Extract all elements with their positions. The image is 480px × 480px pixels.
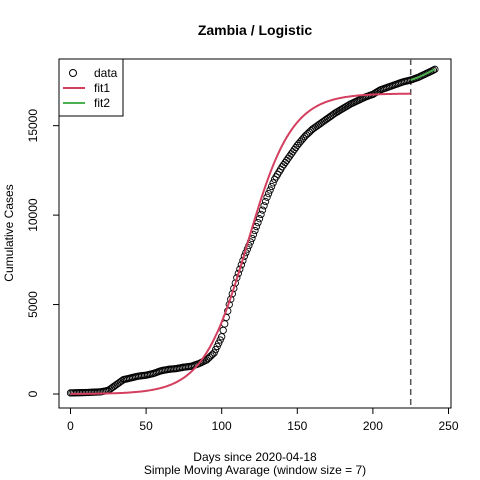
data-point bbox=[245, 241, 253, 250]
data-point bbox=[258, 206, 267, 214]
x-tick-label: 50 bbox=[139, 419, 153, 433]
x-tick-label: 200 bbox=[363, 419, 383, 433]
x-axis-label: Days since 2020-04-18 bbox=[193, 450, 317, 464]
data-point bbox=[289, 148, 297, 156]
y-axis: 0 5000 10000 15000 bbox=[26, 109, 60, 397]
data-point bbox=[267, 182, 276, 191]
y-tick-label: 5000 bbox=[26, 291, 40, 318]
data-point bbox=[281, 158, 289, 167]
data-point bbox=[283, 156, 291, 165]
x-tick-label: 150 bbox=[287, 419, 307, 433]
y-tick-label: 10000 bbox=[26, 198, 40, 232]
data-point bbox=[266, 186, 274, 194]
legend: data fit1 fit2 bbox=[58, 58, 124, 117]
data-point bbox=[260, 202, 268, 210]
data-point bbox=[252, 222, 261, 231]
data-point bbox=[286, 152, 294, 160]
data-point bbox=[255, 215, 264, 223]
x-tick-label: 100 bbox=[212, 419, 232, 433]
legend-fit2-label: fit2 bbox=[94, 96, 110, 110]
data-point bbox=[263, 193, 271, 201]
legend-fit1-label: fit1 bbox=[94, 81, 110, 95]
x-tick-label: 250 bbox=[438, 419, 458, 433]
chart-title: Zambia / Logistic bbox=[198, 22, 313, 38]
data-point bbox=[284, 154, 292, 162]
data-point bbox=[431, 65, 439, 73]
data-point bbox=[219, 326, 227, 334]
data-point bbox=[269, 179, 277, 187]
data-point bbox=[290, 145, 298, 154]
x-tick-label: 0 bbox=[67, 419, 74, 433]
data-point bbox=[287, 150, 295, 158]
fit2-line bbox=[410, 68, 436, 81]
data-point bbox=[429, 66, 438, 74]
legend-data-label: data bbox=[94, 66, 118, 80]
x-axis: 0 50 100 150 200 250 bbox=[67, 407, 459, 433]
data-point bbox=[261, 197, 270, 206]
data-point bbox=[254, 218, 262, 227]
data-point bbox=[264, 189, 273, 198]
y-tick-label: 15000 bbox=[26, 109, 40, 143]
legend-data-marker bbox=[69, 69, 77, 77]
y-axis-label: Cumulative Cases bbox=[2, 184, 16, 281]
y-tick-label: 0 bbox=[26, 390, 40, 397]
plot-area bbox=[66, 59, 439, 408]
fit1-line bbox=[70, 92, 411, 395]
data-point bbox=[280, 161, 288, 169]
x-axis-sublabel: Simple Moving Avarage (window size = 7) bbox=[144, 463, 366, 477]
legend-box bbox=[58, 58, 124, 117]
data-point bbox=[257, 210, 265, 219]
